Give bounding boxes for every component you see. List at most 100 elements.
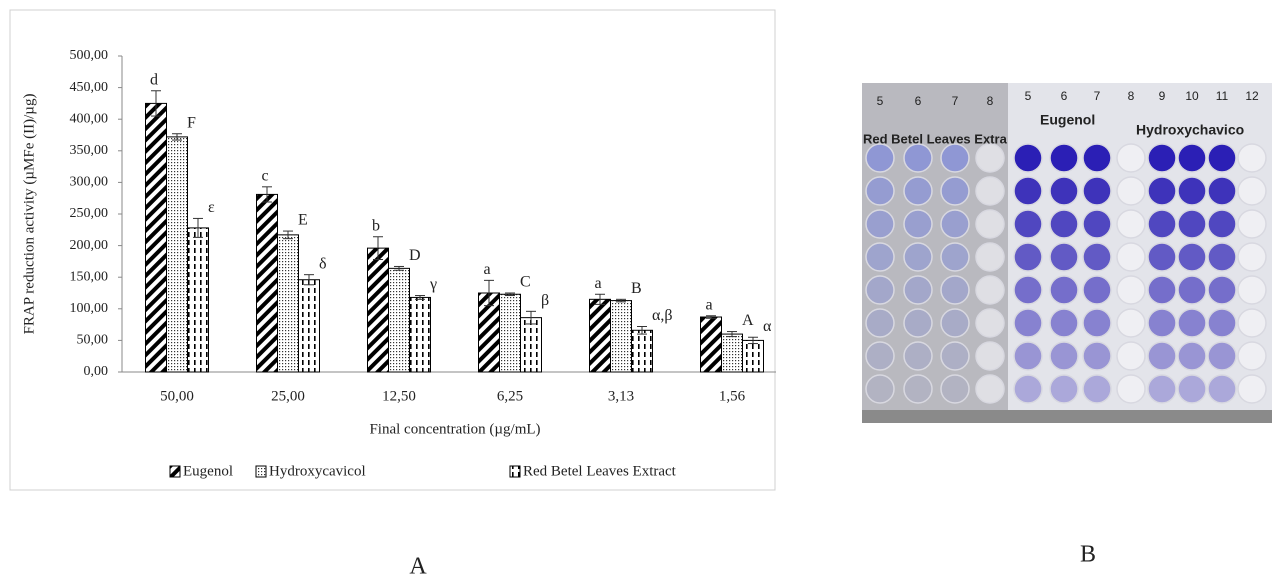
significance-letter: a bbox=[705, 296, 712, 313]
well bbox=[941, 210, 969, 238]
well bbox=[941, 177, 969, 205]
x-tick-label: 6,25 bbox=[497, 388, 523, 404]
x-tick-label: 25,00 bbox=[271, 388, 305, 404]
plate-label: Eugenol bbox=[1040, 112, 1095, 128]
significance-letter: α,β bbox=[652, 307, 673, 324]
bar bbox=[590, 299, 611, 372]
y-tick-label: 450,00 bbox=[70, 80, 109, 95]
y-tick-label: 400,00 bbox=[70, 111, 109, 126]
well bbox=[1117, 144, 1145, 172]
x-tick-label: 50,00 bbox=[160, 388, 194, 404]
bar bbox=[368, 248, 389, 372]
legend-label: Eugenol bbox=[183, 463, 233, 479]
well bbox=[1117, 276, 1145, 304]
significance-letter: ε bbox=[208, 199, 215, 216]
well bbox=[1238, 342, 1266, 370]
well bbox=[1014, 144, 1042, 172]
bar bbox=[500, 294, 521, 372]
column-number: 5 bbox=[877, 94, 884, 108]
well bbox=[1208, 144, 1236, 172]
significance-letter: F bbox=[187, 114, 196, 131]
significance-letter: d bbox=[150, 71, 158, 88]
well bbox=[1117, 375, 1145, 403]
well bbox=[866, 342, 894, 370]
bar bbox=[188, 228, 209, 372]
well bbox=[1148, 144, 1176, 172]
y-tick-label: 150,00 bbox=[70, 269, 109, 284]
bar bbox=[389, 268, 410, 372]
well bbox=[1178, 177, 1206, 205]
well bbox=[1083, 342, 1111, 370]
significance-letter: c bbox=[261, 167, 268, 184]
bar bbox=[410, 297, 431, 372]
chart-frame bbox=[10, 10, 775, 490]
well bbox=[976, 342, 1004, 370]
legend-label: Hydroxycavicol bbox=[269, 463, 366, 479]
significance-letter: B bbox=[631, 280, 642, 297]
column-number: 11 bbox=[1216, 89, 1229, 103]
y-axis-label: FRAP reduction activity (µMFe (II)/µg) bbox=[21, 94, 37, 335]
well bbox=[1014, 210, 1042, 238]
column-number: 12 bbox=[1245, 89, 1259, 103]
bar bbox=[521, 318, 542, 372]
well bbox=[976, 309, 1004, 337]
well bbox=[976, 243, 1004, 271]
bar bbox=[146, 103, 167, 372]
y-tick-label: 200,00 bbox=[70, 238, 109, 253]
well bbox=[1117, 309, 1145, 337]
well bbox=[1083, 276, 1111, 304]
well bbox=[1050, 309, 1078, 337]
bar bbox=[701, 317, 722, 372]
well bbox=[941, 243, 969, 271]
well bbox=[866, 144, 894, 172]
well bbox=[1178, 342, 1206, 370]
bar bbox=[632, 330, 653, 372]
well bbox=[1178, 210, 1206, 238]
well bbox=[1014, 276, 1042, 304]
well bbox=[1050, 210, 1078, 238]
well bbox=[1083, 144, 1111, 172]
well bbox=[941, 375, 969, 403]
well bbox=[1238, 243, 1266, 271]
well bbox=[1083, 177, 1111, 205]
well bbox=[1238, 309, 1266, 337]
well bbox=[941, 342, 969, 370]
well bbox=[1208, 375, 1236, 403]
bar bbox=[278, 235, 299, 372]
legend-swatch bbox=[170, 466, 180, 477]
bar bbox=[299, 280, 320, 372]
well bbox=[976, 276, 1004, 304]
column-number: 8 bbox=[987, 94, 994, 108]
well bbox=[1208, 309, 1236, 337]
well bbox=[866, 309, 894, 337]
y-tick-label: 0,00 bbox=[84, 364, 109, 379]
well bbox=[976, 144, 1004, 172]
well bbox=[1208, 243, 1236, 271]
well bbox=[1117, 210, 1145, 238]
well bbox=[904, 210, 932, 238]
well bbox=[1148, 342, 1176, 370]
well bbox=[1148, 375, 1176, 403]
well bbox=[1050, 342, 1078, 370]
x-tick-label: 3,13 bbox=[608, 388, 634, 404]
well bbox=[1178, 243, 1206, 271]
y-tick-label: 50,00 bbox=[77, 333, 109, 348]
bar bbox=[743, 340, 764, 372]
well bbox=[1178, 144, 1206, 172]
significance-letter: C bbox=[520, 274, 531, 291]
well bbox=[904, 375, 932, 403]
well bbox=[1117, 243, 1145, 271]
well bbox=[904, 144, 932, 172]
well bbox=[866, 210, 894, 238]
x-axis-label: Final concentration (µg/mL) bbox=[369, 421, 540, 437]
well bbox=[1208, 210, 1236, 238]
well bbox=[1083, 243, 1111, 271]
bar bbox=[611, 301, 632, 372]
significance-letter: A bbox=[742, 312, 754, 329]
well bbox=[904, 177, 932, 205]
column-number: 9 bbox=[1159, 89, 1166, 103]
column-number: 8 bbox=[1128, 89, 1135, 103]
well bbox=[1238, 177, 1266, 205]
well bbox=[1050, 144, 1078, 172]
column-number: 7 bbox=[952, 94, 959, 108]
